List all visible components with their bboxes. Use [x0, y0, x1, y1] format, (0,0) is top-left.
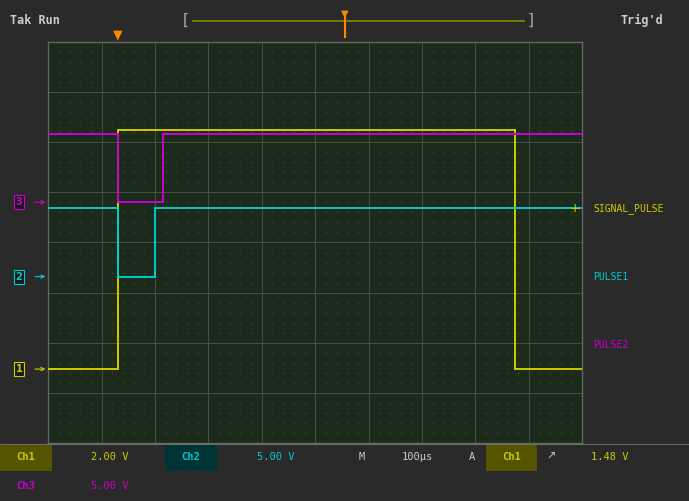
Text: SIGNAL_PULSE: SIGNAL_PULSE — [593, 203, 664, 214]
Bar — [165, 445, 217, 470]
Text: [: [ — [183, 14, 189, 28]
Text: Tak Run: Tak Run — [10, 15, 60, 27]
Text: 1.48 V: 1.48 V — [591, 452, 628, 462]
Text: +: + — [570, 202, 581, 215]
Text: ]: ] — [528, 14, 533, 28]
Text: 2: 2 — [15, 272, 22, 282]
Text: ▼: ▼ — [341, 9, 348, 19]
Text: 100μs: 100μs — [401, 452, 433, 462]
Bar — [486, 445, 537, 470]
Text: Ch1: Ch1 — [16, 452, 35, 462]
Text: Ch3: Ch3 — [16, 481, 35, 491]
Text: 2.00 V: 2.00 V — [92, 452, 129, 462]
Text: PULSE2: PULSE2 — [593, 340, 628, 350]
Text: 5.00 V: 5.00 V — [257, 452, 294, 462]
Text: A: A — [469, 452, 475, 462]
Text: Ch2: Ch2 — [181, 452, 200, 462]
Text: Ch1: Ch1 — [502, 452, 521, 462]
Text: ↗: ↗ — [546, 452, 556, 462]
Text: ▼: ▼ — [113, 29, 123, 42]
Text: PULSE1: PULSE1 — [593, 272, 628, 282]
Text: 5.00 V: 5.00 V — [92, 481, 129, 491]
Text: 3: 3 — [15, 197, 22, 207]
Text: Trig'd: Trig'd — [620, 14, 663, 28]
Text: 1: 1 — [15, 364, 22, 374]
Text: M: M — [358, 452, 365, 462]
Bar — [0, 445, 52, 470]
